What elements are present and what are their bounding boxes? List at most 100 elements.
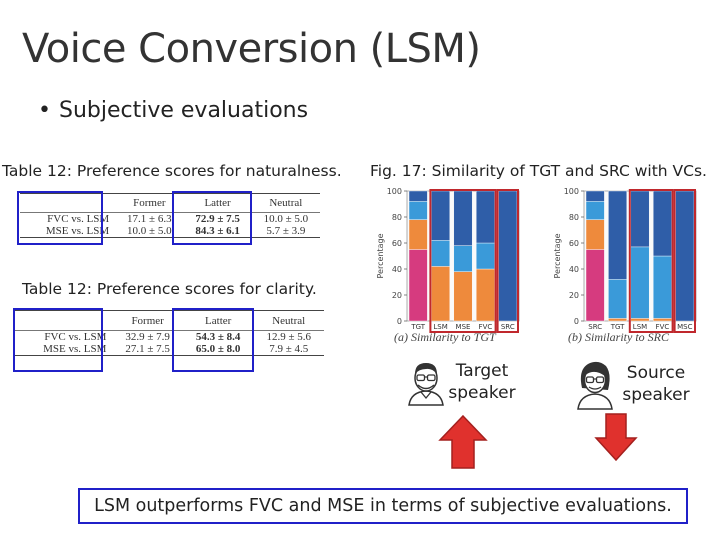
bar-segment [585,201,605,220]
highlight-box-rows-1 [17,191,103,245]
bar-segment [476,242,495,270]
x-tick-label: FVC [479,323,493,331]
bar-segment [675,190,695,322]
bar-segment [476,268,495,322]
y-tick-label: 80 [569,213,579,222]
x-tick-label: TGT [410,323,425,331]
conclusion-box: LSM outperforms FVC and MSE in terms of … [78,488,688,524]
y-tick-label: 0 [397,317,402,326]
highlight-box-rows-2 [13,308,103,372]
x-tick-label: FVC [656,323,670,331]
y-tick-label: 20 [569,291,579,300]
cell-former: 10.0 ± 5.0 [127,225,172,237]
bar-segment [453,271,473,322]
row-name: MSE vs. LSM [43,343,107,355]
highlight-box-latter-1 [172,191,252,245]
cell-latter: 84.3 ± 6.1 [195,225,240,237]
chart-a-caption: (a) Similarity to TGT [394,330,496,344]
table-row: MSE vs. LSM 10.0 ± 5.0 84.3 ± 6.1 5.7 ± … [20,225,320,238]
y-tick-label: 40 [569,265,579,274]
bar-segment [608,318,627,322]
bar-segment [630,246,650,319]
bar-segment [453,245,473,272]
highlight-box-reference [673,189,696,333]
bar-segment [453,190,473,246]
bar-segment [431,190,450,241]
x-tick-label: LSM [433,323,447,331]
x-tick-label: TGT [610,323,625,331]
table-header-row: Former Latter Neutral [20,194,320,213]
header-latter: Latter [204,197,231,209]
slide-title: Voice Conversion (LSM) [22,26,481,72]
y-tick-label: 100 [387,187,402,196]
header-latter: Latter [205,314,232,327]
bar-segment [585,249,605,322]
arrow-up-icon [438,414,488,469]
bar-segment [630,318,650,322]
figure-caption: Fig. 17: Similarity of TGT and SRC with … [370,162,707,180]
bar-segment [630,190,650,248]
y-axis-label: Percentage [553,233,562,278]
chart-similarity-tgt: 0 20 40 60 80 100 Percentage TGT LSM MSE FVC SRC [373,185,523,347]
cell-neutral: 7.9 ± 4.5 [269,343,309,355]
cell-neutral: 10.0 ± 5.0 [263,213,309,225]
header-neutral: Neutral [272,314,306,327]
woman-with-glasses-icon [577,361,613,410]
x-tick-label: LSM [633,323,647,331]
table-row: FVC vs. LSM 32.9 ± 7.9 54.3 ± 8.4 12.9 ±… [14,331,324,343]
x-tick-label: MSC [677,323,692,331]
row-name: FVC vs. LSM [47,213,110,225]
man-with-glasses-icon [408,363,444,406]
cell-latter: 54.3 ± 8.4 [195,331,241,343]
cell-latter: 72.9 ± 7.5 [195,213,240,225]
x-tick-label: SRC [588,323,602,331]
bullet-glyph: • [38,98,51,123]
conclusion-text: LSM outperforms FVC and MSE in terms of … [94,496,672,516]
bar-segment [585,190,605,202]
y-tick-label: 20 [392,291,402,300]
table-clarity: Former Latter Neutral FVC vs. LSM 32.9 ±… [14,310,324,356]
y-tick-label: 60 [392,239,402,248]
bar-segment [408,201,428,220]
bar-segment [408,190,428,202]
bar-segment [653,190,672,257]
table-clarity-caption: Table 12: Preference scores for clarity. [22,280,317,298]
y-tick-label: 100 [564,187,579,196]
table-naturalness: Former Latter Neutral FVC vs. LSM 17.1 ±… [20,193,320,238]
x-tick-label: MSE [456,323,471,331]
highlight-box-bars [429,189,497,333]
bar-segment [408,219,428,250]
chart-similarity-src: 0 20 40 60 80 100 Percentage SRC TGT LSM FVC MSC [550,185,700,347]
cell-neutral: 12.9 ± 5.6 [266,331,311,343]
chart-a-svg: 0 20 40 60 80 100 Percentage TGT LSM MSE FVC SRC [376,187,520,333]
bullet-subjective: • Subjective evaluations [38,98,308,123]
cell-former: 17.1 ± 6.3 [127,213,172,225]
target-speaker-line2: speaker [448,383,516,403]
highlight-box-latter-2 [172,308,254,372]
cell-latter: 65.0 ± 8.0 [195,343,241,355]
y-tick-label: 0 [574,317,579,326]
x-tick-label: SRC [501,323,515,331]
y-axis-label: Percentage [376,233,385,278]
header-former: Former [131,314,164,327]
bar-segment [653,255,672,319]
bar-segment [476,190,495,244]
cell-former: 32.9 ± 7.9 [125,331,170,343]
bar-segment [653,318,672,322]
source-speaker-line2: speaker [622,385,690,405]
highlight-box-reference [496,189,519,333]
y-tick-label: 80 [392,213,402,222]
table-header-row: Former Latter Neutral [14,311,324,331]
target-speaker-label: Target speaker [442,360,522,404]
row-name: MSE vs. LSM [45,225,110,237]
table-row: FVC vs. LSM 17.1 ± 6.3 72.9 ± 7.5 10.0 ±… [20,213,320,225]
header-neutral: Neutral [269,197,303,209]
row-name: FVC vs. LSM [44,331,107,343]
bullet-text: Subjective evaluations [58,98,309,123]
bar-segment [431,266,450,322]
table-row: MSE vs. LSM 27.1 ± 7.5 65.0 ± 8.0 7.9 ± … [14,343,324,356]
bar-segment [498,190,518,322]
chart-b-svg: 0 20 40 60 80 100 Percentage SRC TGT LSM FVC MSC [553,187,697,333]
header-former: Former [133,197,166,209]
chart-b-caption: (b) Similarity to SRC [568,330,669,344]
